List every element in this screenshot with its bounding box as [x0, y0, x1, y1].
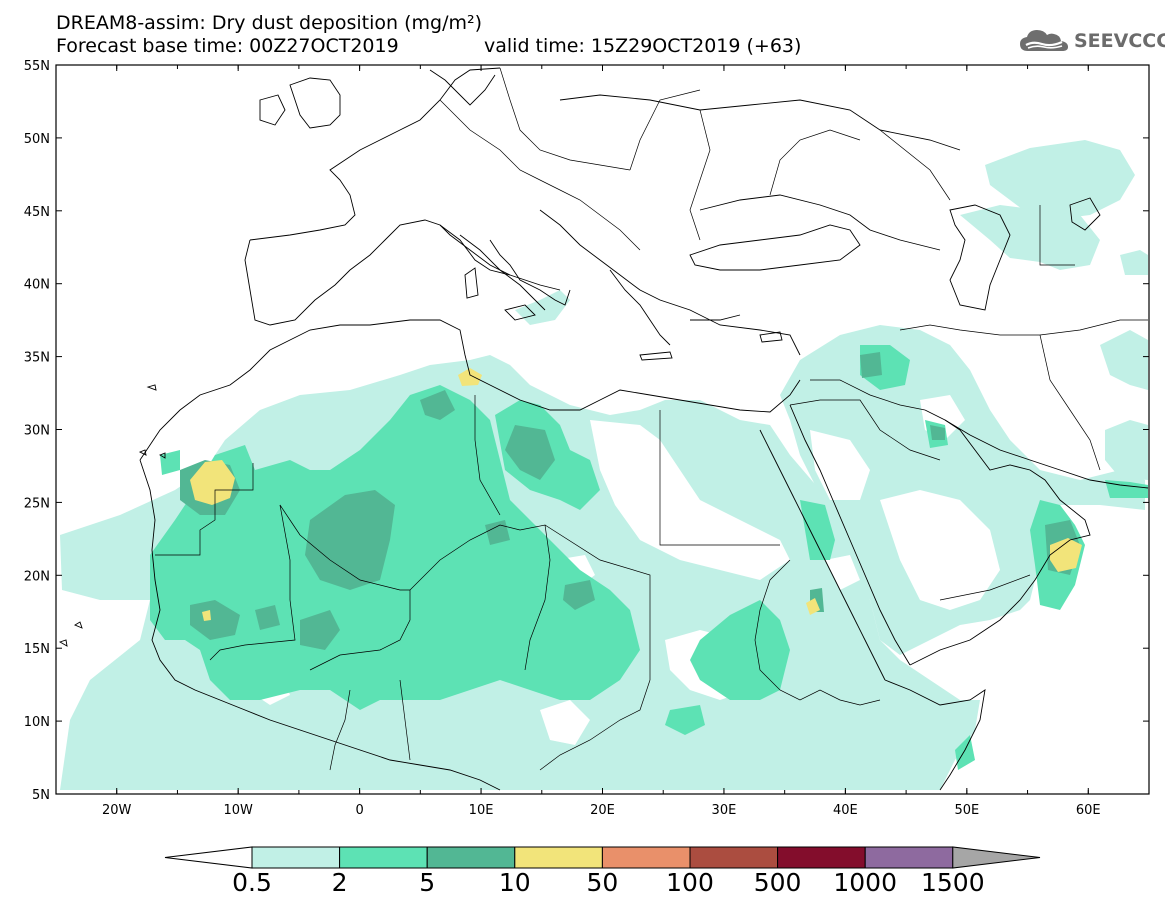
forecast-base-time: Forecast base time: 00Z27OCT2019 valid ti… [56, 35, 801, 57]
lat-label: 40N [24, 278, 50, 293]
longitude-labels: 20W 10W 0 10E 20E 30E 40E 50E 60E [102, 803, 1101, 818]
lon-label: 40E [833, 803, 858, 818]
lat-label: 25N [24, 496, 50, 511]
colorbar-over-triangle [952, 846, 1041, 869]
axis-ticks [55, 64, 1150, 795]
lon-label: 60E [1076, 803, 1101, 818]
colorbar-segment [339, 846, 428, 869]
colorbar-label: 5 [419, 868, 436, 897]
deposition-fields [60, 140, 1148, 790]
lat-label: 55N [24, 59, 50, 74]
lat-label: 35N [24, 351, 50, 366]
valid-time-text: valid time: 15Z29OCT2019 (+63) [484, 35, 802, 57]
logo-text: SEEVCCC [1074, 30, 1165, 52]
colorbar-segment [864, 846, 954, 869]
colorbar-under-triangle [164, 846, 253, 869]
colorbar-label: 1000 [833, 868, 897, 897]
colorbar-label: 50 [586, 868, 619, 897]
colorbar-segment [514, 846, 603, 869]
colorbar [164, 846, 1041, 869]
colorbar-segment [426, 846, 516, 869]
lon-label: 20E [590, 803, 615, 818]
lat-label: 5N [32, 788, 50, 803]
lat-label: 45N [24, 205, 50, 220]
latitude-labels: 55N 50N 45N 40N 35N 30N 25N 20N 15N 10N 5N [24, 59, 50, 803]
colorbar-label: 2 [331, 868, 348, 897]
lon-label: 50E [954, 803, 979, 818]
colorbar-segment [251, 846, 341, 869]
deposition-10-50-field [190, 368, 1082, 621]
lon-label: 0 [355, 803, 363, 818]
map-title: DREAM8-assim: Dry dust deposition (mg/m²… [56, 12, 483, 34]
lon-label: 10W [223, 803, 253, 818]
seevccc-logo: SEEVCCC [1018, 27, 1165, 55]
colorbar-label: 10 [498, 868, 531, 897]
colorbar-segment [601, 846, 691, 869]
lat-label: 30N [24, 424, 50, 439]
lat-label: 15N [24, 642, 50, 657]
lat-label: 10N [24, 715, 50, 730]
coastlines-borders [58, 67, 1149, 791]
lat-label: 50N [24, 132, 50, 147]
colorbar-label: 0.5 [232, 868, 272, 897]
lat-label: 20N [24, 569, 50, 584]
colorbar-label: 1500 [920, 868, 985, 897]
cloud-logo-icon [1020, 30, 1068, 51]
colorbar-segment [689, 846, 779, 869]
lon-label: 20W [102, 803, 132, 818]
colorbar-label: 500 [753, 868, 802, 897]
lon-label: 30E [712, 803, 737, 818]
base-time-text: Forecast base time: 00Z27OCT2019 [56, 35, 399, 57]
colorbar-label: 100 [666, 868, 714, 897]
lon-label: 10E [469, 803, 494, 818]
colorbar-segment [777, 846, 866, 869]
